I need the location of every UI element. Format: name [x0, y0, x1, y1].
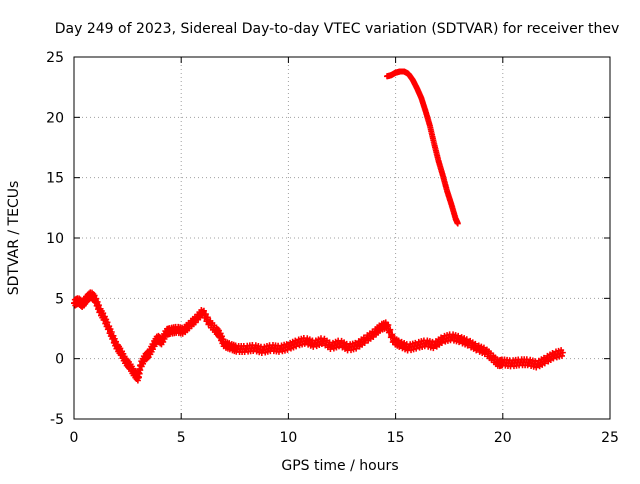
y-tick-label: -5 — [50, 412, 64, 428]
x-tick-label: 25 — [601, 430, 619, 446]
x-tick-label: 5 — [177, 430, 186, 446]
data-point-low-band — [385, 322, 392, 329]
data-point-low-band — [113, 338, 120, 345]
data-point-low-band — [472, 340, 479, 347]
chart-title: Day 249 of 2023, Sidereal Day-to-day VTE… — [55, 21, 619, 37]
data-point-low-band — [550, 355, 557, 362]
axes: 0 5 10 15 20 25 -5 0 5 10 15 20 25 — [46, 50, 619, 446]
data-point-low-band — [204, 314, 211, 321]
x-tick-label: 20 — [494, 430, 512, 446]
y-tick-label: 5 — [55, 291, 64, 307]
y-tick-label: 25 — [46, 50, 64, 66]
y-axis-label: SDTVAR / TECUs — [6, 181, 22, 296]
data-point-low-band — [95, 302, 102, 309]
x-tick-label: 10 — [279, 430, 297, 446]
data-point-low-band — [91, 292, 98, 299]
grid-lines — [74, 57, 610, 419]
x-tick-label: 15 — [387, 430, 405, 446]
data-point-low-band — [438, 339, 445, 346]
y-tick-label: 0 — [55, 352, 64, 368]
data-point-low-band — [200, 307, 207, 314]
data-point-low-band — [353, 345, 360, 352]
data-point-low-band — [100, 310, 107, 317]
data-point-low-band — [455, 332, 462, 339]
data-point-low-band — [389, 331, 396, 338]
data-point-high-arc — [454, 220, 461, 227]
data-point-low-band — [480, 344, 487, 351]
data-point-low-band — [558, 352, 565, 359]
data-point-low-band — [108, 328, 115, 335]
data-point-low-band — [387, 326, 394, 333]
y-tick-label: 10 — [46, 231, 64, 247]
y-tick-label: 15 — [46, 171, 64, 187]
data-point-low-band — [293, 343, 300, 350]
x-tick-label: 0 — [70, 430, 79, 446]
data-point-low-band — [284, 346, 291, 353]
data-point-low-band — [104, 319, 111, 326]
data-point-low-band — [94, 298, 101, 305]
data-point-low-band — [395, 337, 402, 344]
data-point-low-band — [202, 311, 209, 318]
data-point-low-band — [541, 360, 548, 367]
data-point-low-band — [463, 336, 470, 343]
data-point-low-band — [361, 339, 368, 346]
y-tick-label: 20 — [46, 110, 64, 126]
data-points — [71, 68, 566, 384]
x-axis-label: GPS time / hours — [281, 458, 398, 474]
data-point-low-band — [413, 345, 420, 352]
data-point-low-band — [559, 349, 566, 356]
data-point-low-band — [93, 295, 100, 302]
